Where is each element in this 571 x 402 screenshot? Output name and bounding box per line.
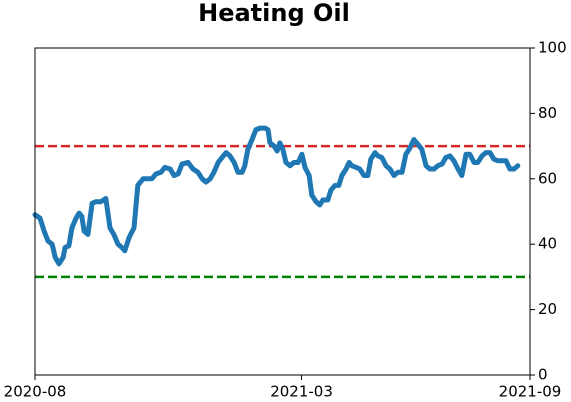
y-tick-label: 20 (538, 300, 557, 318)
x-tick-label: 2020-08 (4, 383, 67, 401)
x-tick-label: 2021-09 (499, 383, 562, 401)
y-tick-label: 100 (538, 39, 567, 57)
y-tick-label: 40 (538, 235, 557, 253)
y-tick-label: 80 (538, 104, 557, 122)
chart-title: Heating Oil (198, 0, 350, 27)
plot-frame (34, 47, 531, 376)
y-tick-label: 0 (538, 366, 548, 384)
x-tick-label: 2021-03 (270, 383, 333, 401)
y-tick-label: 60 (538, 169, 557, 187)
line-series (32, 125, 521, 267)
